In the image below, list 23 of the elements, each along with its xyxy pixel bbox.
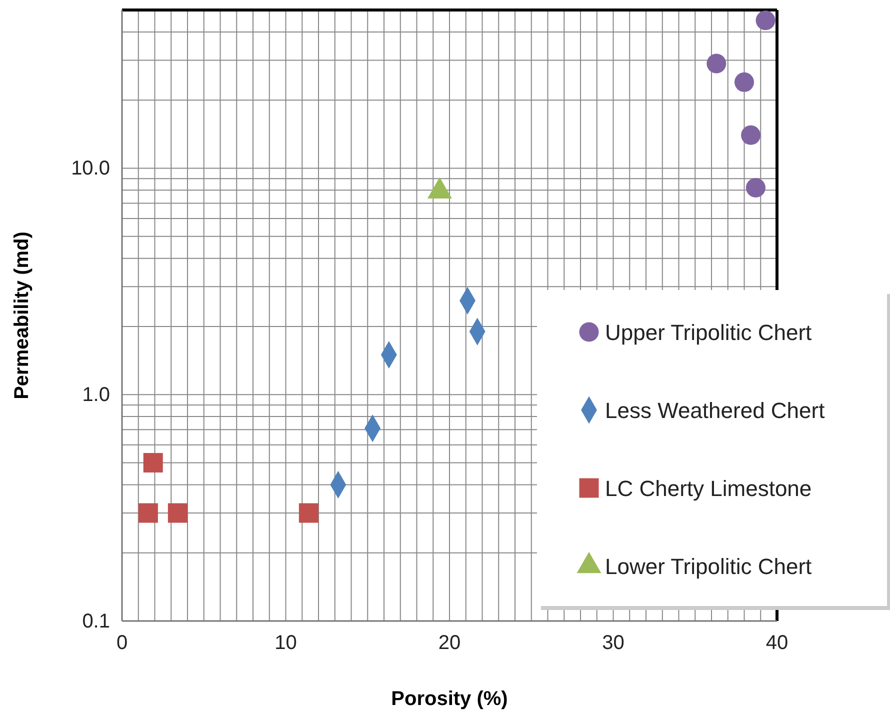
y-tick-label: 0.1: [82, 610, 110, 632]
y-tick-label: 1.0: [82, 384, 110, 406]
legend-label: Lower Tripolitic Chert: [605, 554, 812, 579]
point: [734, 72, 754, 92]
x-tick-label: 10: [274, 632, 297, 654]
y-tick-label: 10.0: [71, 158, 110, 180]
point: [746, 178, 766, 198]
y-axis-title: Permeability (md): [11, 232, 33, 400]
legend-label: LC Cherty Limestone: [605, 476, 812, 501]
point: [706, 54, 726, 74]
legend-label: Less Weathered Chert: [605, 398, 825, 423]
point: [298, 503, 318, 523]
point: [741, 125, 761, 145]
x-tick-label: 20: [438, 632, 461, 654]
legend-label: Upper Tripolitic Chert: [605, 320, 812, 345]
x-tick-label: 40: [766, 632, 788, 654]
point: [143, 453, 163, 473]
x-tick-label: 30: [602, 632, 624, 654]
point: [168, 503, 188, 523]
x-tick-label: 0: [116, 632, 128, 654]
point: [756, 10, 776, 30]
point: [138, 503, 158, 523]
x-axis-title: Porosity (%): [391, 688, 508, 710]
